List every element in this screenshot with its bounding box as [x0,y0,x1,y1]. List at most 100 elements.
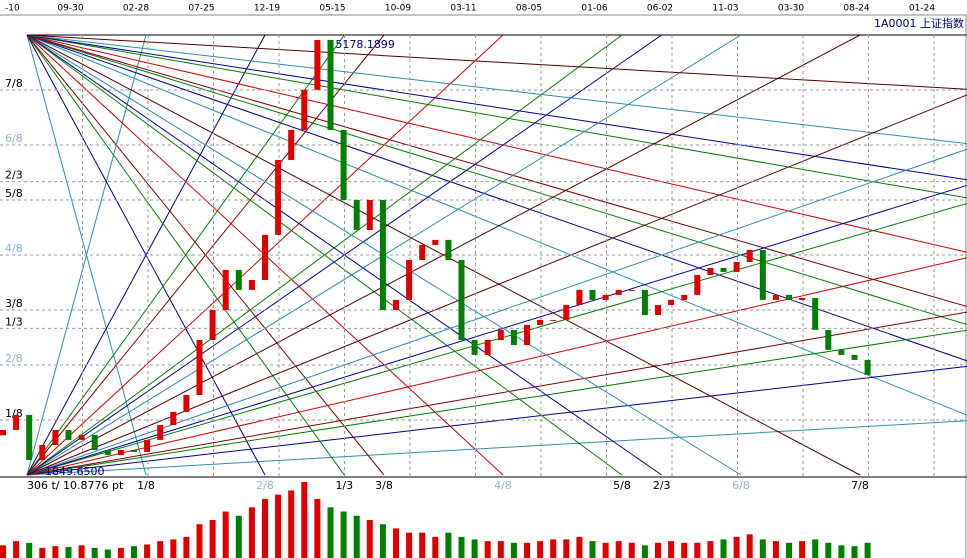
fan-line [26,35,345,476]
volume-bar [786,542,792,558]
volume-bar [170,539,177,558]
candle-body [65,430,72,440]
level-label-bottom: 1/8 [137,479,155,492]
level-label-bottom: 1/3 [335,479,353,492]
candle-body [812,297,819,330]
volume-bar [550,539,557,558]
volume-bar [183,536,190,558]
candle-body [91,434,98,450]
date-label: 11-03 [712,4,738,14]
candle-body [432,239,439,245]
candle-body [524,324,530,346]
candle-body [550,319,557,321]
level-label-left: 7/8 [5,77,23,90]
volume-bar [26,542,33,558]
volume-bar [248,507,255,558]
volume-bar [812,539,819,558]
candle-body [248,279,255,290]
candle-body [628,289,635,291]
candle-body [104,449,111,455]
volume-bar [641,545,648,558]
candle-body [301,89,308,130]
volume-bar [720,539,727,558]
date-label: 01-24 [909,4,935,14]
level-label-left: 4/8 [5,242,23,255]
volume-bar [222,511,229,558]
fan-line [26,35,967,416]
candle-body [799,297,806,300]
volume-bar [772,541,779,558]
candle-body [681,294,688,300]
candle-body [379,199,386,310]
volume-bar [301,482,308,558]
volume-bar [117,547,124,558]
volume-bar [851,546,858,558]
volume-bar [628,542,635,558]
volume-bar [537,541,544,558]
candle-body [510,329,517,346]
fan-line [26,35,967,199]
fan-line [26,35,967,308]
candle-body [497,329,504,340]
fan-line [26,329,967,476]
volume-bar [91,547,98,558]
symbol-label: 1A0001 上证指数 [874,16,964,30]
candle-body [838,349,845,355]
candle-body [445,239,452,261]
candle-body [78,434,85,440]
date-label: 03-11 [450,4,476,14]
date-label: 03-30 [778,4,804,14]
date-label: 07-25 [188,4,214,14]
candle-body [235,269,242,290]
candle-body [222,269,229,310]
volume-bar [563,539,570,558]
candle-body [786,294,792,300]
candle-body [39,444,46,461]
candle-body [602,294,609,300]
candle-body [772,294,779,300]
level-label-left: 2/8 [5,352,23,365]
candle-body [484,339,491,355]
candle-body [52,430,59,445]
volume-bar [196,524,203,558]
volume-bar [602,542,609,558]
date-label: 02-28 [123,4,149,14]
fan-line [26,35,861,476]
candle-body [563,304,570,320]
volume-bar [131,546,137,558]
volume-bar [681,542,688,558]
fan-line [26,365,967,476]
volume-bar [419,532,426,558]
volume-bar [104,549,111,558]
fan-line [26,311,967,476]
volume-bar [510,542,517,558]
volume-bar [39,547,46,558]
volume-bar [13,541,20,558]
candle-body [864,359,871,375]
volume-bar [353,515,360,558]
fan-line [26,35,967,90]
volume-bar [471,539,478,558]
level-label-left: 6/8 [5,132,23,145]
date-label: 10-09 [385,4,411,14]
candle-body [275,159,282,235]
volume-bar [327,507,334,558]
candle-body [406,260,413,300]
low-label: 1849.6500 [45,465,105,478]
candle-body [641,289,648,316]
volume-bar [576,536,583,558]
candle-body [458,260,465,340]
candle-body [419,244,426,261]
candle-body [825,329,832,350]
fan-line [26,35,967,145]
candle-body [851,354,858,360]
date-label: 05-15 [319,4,345,14]
candle-body [157,424,164,440]
candle-body [183,394,190,412]
volume-bar [52,546,59,558]
volume-bar [406,532,413,558]
volume-bar [799,541,806,558]
